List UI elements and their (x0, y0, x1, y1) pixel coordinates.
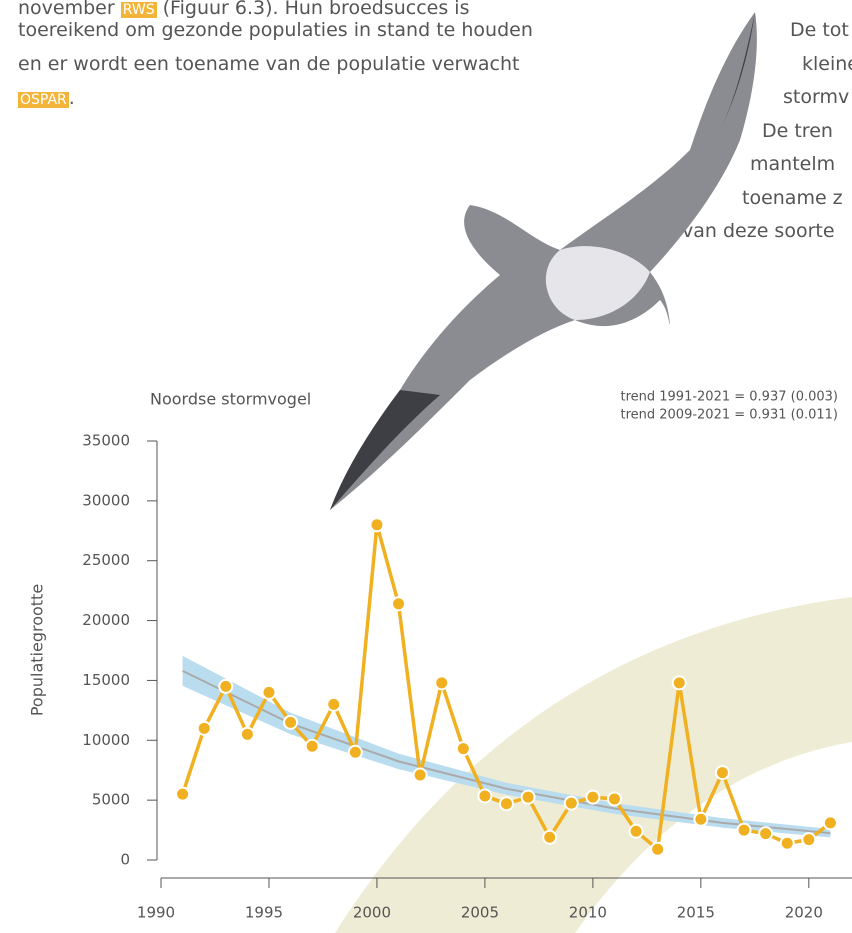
data-point (671, 675, 687, 691)
bird-wingtip (330, 390, 440, 510)
data-point (175, 786, 191, 802)
text: . (68, 87, 75, 109)
x-tick-label: 1995 (245, 904, 283, 922)
data-point (477, 788, 493, 804)
data-point (218, 678, 234, 694)
data-point (758, 826, 774, 842)
x-tick-label: 2010 (569, 904, 607, 922)
y-tick-label: 0 (120, 851, 130, 869)
data-point (391, 596, 407, 612)
bird-head (545, 246, 650, 320)
reference-tag[interactable]: OSPAR (18, 92, 69, 108)
data-point (563, 795, 579, 811)
data-point (304, 738, 320, 754)
x-tick-label: 2020 (785, 904, 823, 922)
data-point (801, 832, 817, 848)
plot: 0 5000 10000 15000 20000 25000 30000 35000 1990 1… (82, 432, 852, 922)
data-point (196, 720, 212, 736)
text-line: toename z (742, 186, 843, 209)
x-tick-label: 2000 (353, 904, 391, 922)
data-point (736, 822, 752, 838)
data-point (585, 789, 601, 805)
data-point (650, 841, 666, 857)
chart-title: Noordse stormvogel (150, 390, 311, 409)
y-tick-label: 10000 (82, 731, 130, 749)
y-tick-label: 20000 (82, 611, 130, 629)
data-point (369, 517, 385, 533)
text: toereikend om gezonde populaties in stan… (18, 19, 533, 41)
text-line: OSPAR. (18, 86, 75, 112)
reference-tag[interactable]: RWS (120, 2, 157, 18)
data-point (628, 823, 644, 839)
text-line: november RWS (Figuur 6.3). Hun broedsucc… (18, 0, 469, 22)
y-tick-label: 35000 (82, 432, 130, 450)
data-point (239, 726, 255, 742)
text-line: toereikend om gezonde populaties in stan… (18, 18, 533, 42)
y-tick-label: 15000 (82, 671, 130, 689)
data-point (326, 696, 342, 712)
data-point (499, 796, 514, 812)
text-line: De tot (790, 19, 849, 41)
annotation: trend 1991-2021 = 0.937 (0.003) (620, 390, 838, 405)
data-point (693, 811, 709, 827)
text: en er wordt een toename van de populatie… (18, 53, 520, 75)
data-point (455, 741, 471, 757)
data-point (822, 815, 838, 831)
data-point (520, 789, 536, 805)
data-point (261, 684, 277, 700)
data-point (542, 829, 558, 845)
text-line: en er wordt een toename van de populatie… (18, 52, 519, 76)
data-point (283, 714, 299, 730)
y-tick-label: 30000 (82, 491, 130, 509)
x-tick-label: 1990 (137, 904, 175, 922)
y-tick-label: 5000 (92, 791, 130, 809)
background-arc (335, 597, 852, 933)
y-axis-label: Populatiegrootte (28, 584, 47, 716)
data-point (779, 835, 795, 851)
bird (330, 12, 757, 510)
text-line: mantelm (750, 153, 836, 175)
text-line: stormv (783, 86, 850, 108)
x-tick-label: 2015 (677, 904, 715, 922)
text: (Figuur 6.3). Hun broedsucces is (156, 0, 470, 19)
text: november (18, 0, 121, 19)
text-line: kleine (802, 52, 852, 75)
x-tick-label: 2005 (461, 904, 499, 922)
data-point (434, 675, 450, 691)
text-line: De tren (762, 119, 833, 142)
data-point (412, 767, 428, 783)
data-point (714, 765, 730, 781)
annotation: trend 2009-2021 = 0.931 (0.011) (620, 408, 838, 423)
data-point (347, 744, 363, 760)
text-line: van deze soorte (682, 220, 835, 242)
data-point (606, 791, 622, 807)
bird-body (330, 12, 757, 510)
y-tick-label: 25000 (82, 551, 130, 569)
